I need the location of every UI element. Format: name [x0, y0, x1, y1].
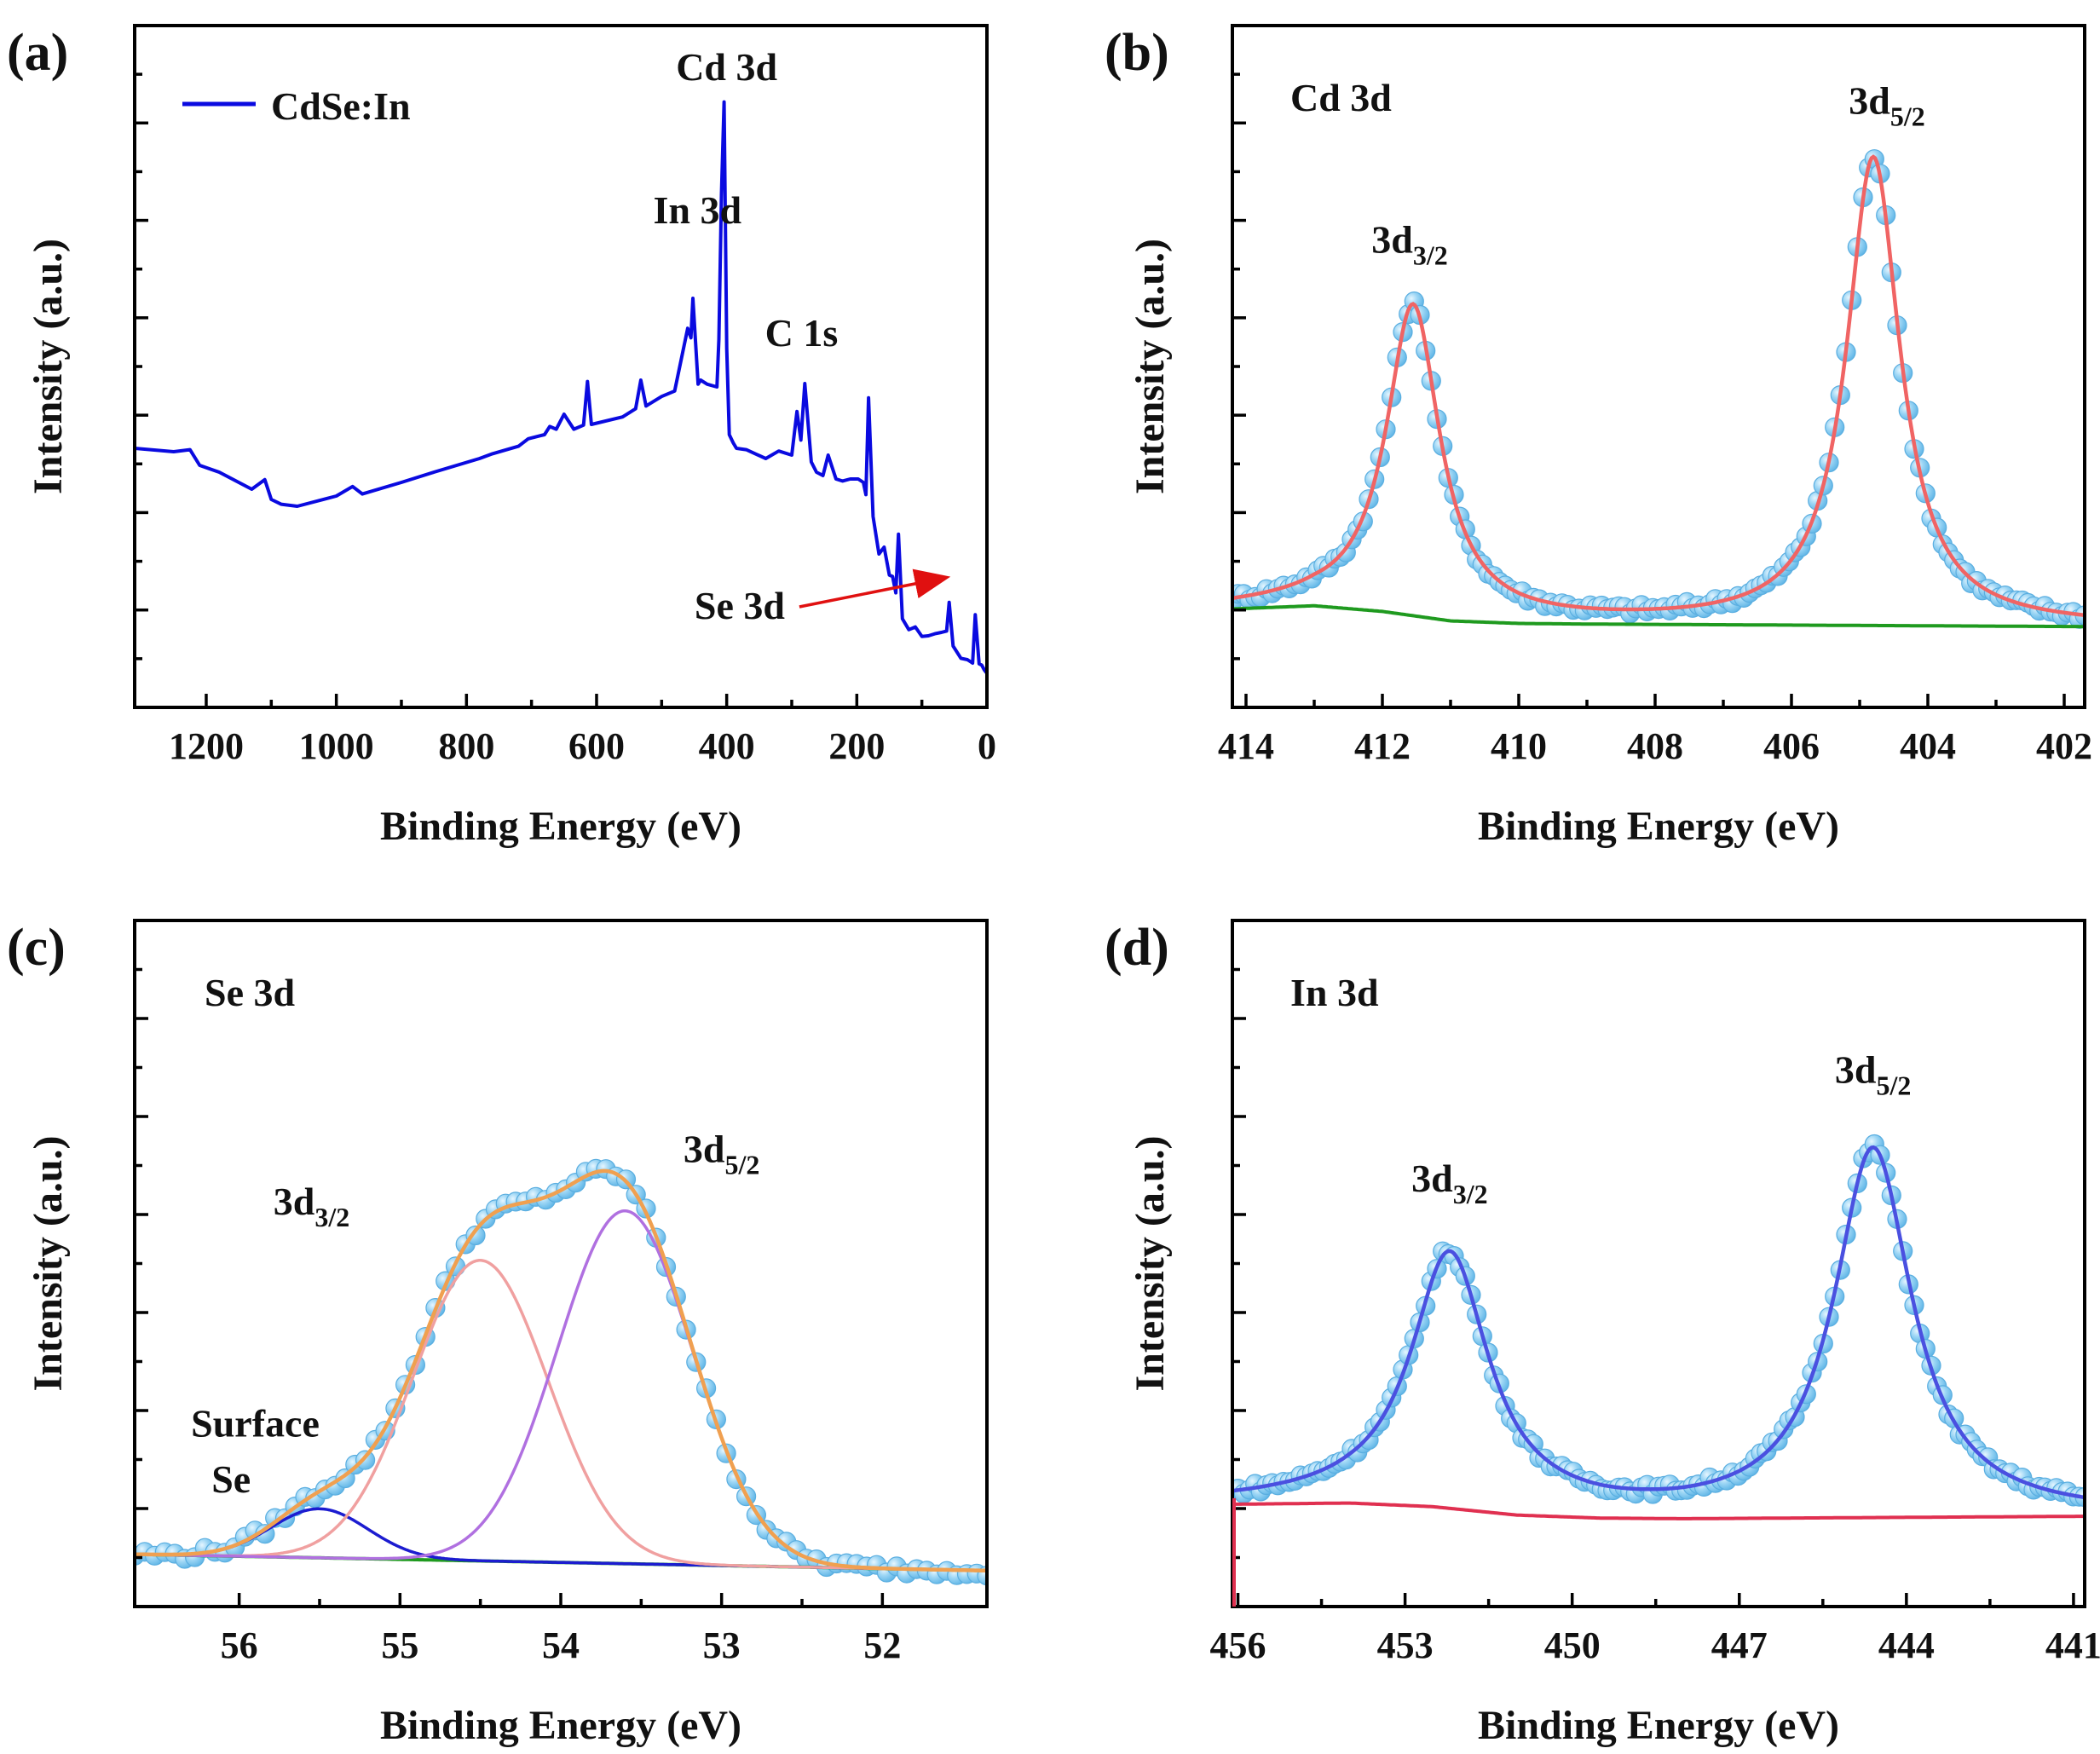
fit-line-c — [135, 1168, 987, 1573]
annotation-c-3: Se — [211, 1457, 251, 1501]
y-axis-label-b: Intensity (a.u.) — [1128, 239, 1173, 494]
x-tick-label-a: 200 — [828, 725, 885, 767]
annotation-c-1: 3d5/2 — [684, 1128, 759, 1180]
annotation-c-2: Surface — [191, 1402, 320, 1445]
x-tick-label-a: 1200 — [169, 725, 244, 767]
x-axis-label-c: Binding Energy (eV) — [380, 1703, 741, 1748]
plot-area-a — [135, 100, 987, 675]
x-tick-label-a: 0 — [978, 725, 996, 767]
annotation-d-0: 3d3/2 — [1411, 1157, 1487, 1209]
data-markers-b — [1232, 149, 2085, 629]
background-line-d — [1232, 1501, 2085, 1520]
x-tick-label-b: 408 — [1627, 725, 1683, 767]
x-tick-label-b: 414 — [1218, 725, 1274, 767]
x-tick-label-d: 456 — [1210, 1624, 1266, 1666]
x-tick-label-c: 54 — [542, 1624, 580, 1666]
x-tick-label-d: 450 — [1544, 1624, 1601, 1666]
x-tick-label-b: 402 — [2036, 725, 2092, 767]
panel-label-b: (b) — [1105, 24, 1169, 82]
x-axis-label-b: Binding Energy (eV) — [1478, 804, 1839, 849]
plot-area-d — [1232, 1134, 2085, 1520]
annotation-arrow-se-3d — [799, 568, 951, 609]
x-tick-label-d: 444 — [1878, 1624, 1935, 1666]
y-axis-label-a: Intensity (a.u.) — [26, 239, 71, 494]
x-tick-label-c: 53 — [703, 1624, 741, 1666]
annotation-a-2: C 1s — [765, 311, 839, 355]
x-axis-label-d: Binding Energy (eV) — [1478, 1703, 1839, 1748]
panel-d: (d) 456 453 450 447 444 441 Binding Energy (eV)… — [1105, 919, 2100, 1748]
panel-b: (b) 414 412 410 408 406 404 402 Binding Energy (… — [1105, 24, 2092, 849]
y-axis-label-d: Intensity (a.u.) — [1128, 1135, 1173, 1391]
x-tick-label-b: 410 — [1491, 725, 1547, 767]
legend-entry-cdse-in: CdSe:In — [271, 84, 411, 128]
fit-line-b — [1232, 154, 2085, 618]
axes-frame-d — [1231, 919, 2086, 1608]
background-line-b — [1232, 603, 2085, 629]
panel-label-c: (c) — [7, 919, 66, 977]
annotation-d-1: 3d5/2 — [1835, 1048, 1911, 1101]
inset-title-b: Cd 3d — [1290, 76, 1392, 119]
x-tick-label-c: 56 — [221, 1624, 258, 1666]
plot-area-b — [1232, 149, 2085, 629]
data-markers-c — [135, 1158, 987, 1586]
x-tick-label-a: 400 — [699, 725, 755, 767]
plot-area-c — [135, 1158, 987, 1586]
x-tick-label-b: 404 — [1900, 725, 1956, 767]
annotation-a-1: In 3d — [654, 188, 742, 232]
series-line-cdse-in — [135, 100, 987, 675]
axes-frame-c — [133, 919, 989, 1608]
legend: CdSe:In — [182, 84, 411, 128]
x-tick-label-a: 800 — [438, 725, 494, 767]
x-tick-label-a: 1000 — [299, 725, 374, 767]
panel-c: (c) 56 55 54 53 52 Binding Energy (eV) Intensit… — [7, 919, 989, 1748]
axes-frame-b — [1231, 24, 2086, 709]
annotation-b-0: 3d3/2 — [1371, 218, 1447, 271]
annotation-a-0: Cd 3d — [676, 45, 777, 89]
panel-label-d: (d) — [1105, 919, 1169, 977]
x-tick-label-d: 447 — [1711, 1624, 1768, 1666]
x-tick-label-b: 406 — [1763, 725, 1820, 767]
panel-a: (a) 1200 1000 800 600 400 200 0 Binding Energy (… — [7, 24, 996, 849]
component-peak-2 — [135, 1209, 987, 1572]
x-tick-label-c: 52 — [863, 1624, 901, 1666]
data-point — [355, 1450, 376, 1470]
fit-line-d — [1232, 1145, 2085, 1500]
x-tick-label-b: 412 — [1354, 725, 1411, 767]
x-tick-label-d: 441 — [2045, 1624, 2100, 1666]
y-axis-label-c: Intensity (a.u.) — [26, 1135, 71, 1391]
annotation-b-1: 3d5/2 — [1849, 79, 1924, 132]
x-tick-label-d: 453 — [1377, 1624, 1434, 1666]
axes-frame-a — [133, 24, 989, 709]
x-tick-label-c: 55 — [381, 1624, 418, 1666]
inset-title-c: Se 3d — [205, 971, 296, 1014]
x-axis-label-a: Binding Energy (eV) — [380, 804, 741, 849]
x-tick-label-a: 600 — [568, 725, 625, 767]
inset-title-d: In 3d — [1290, 971, 1379, 1014]
annotation-c-0: 3d3/2 — [274, 1180, 349, 1232]
panel-label-a: (a) — [7, 24, 68, 82]
annotation-a-3: Se 3d — [695, 584, 786, 627]
